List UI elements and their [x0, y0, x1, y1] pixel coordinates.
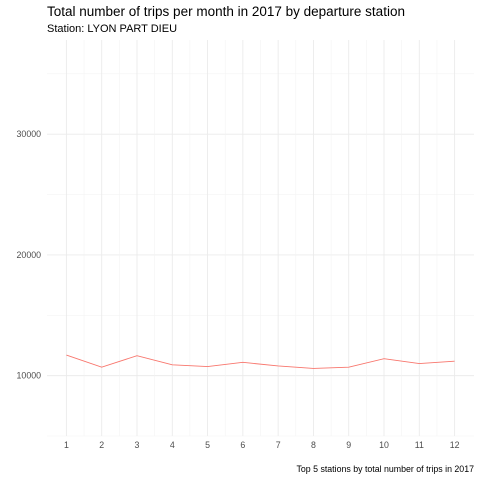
x-tick-label: 2: [99, 440, 104, 450]
y-axis-ticks: 10000 20000 30000: [17, 129, 42, 380]
x-axis-ticks: 1 2 3 4 5 6 7 8 9 10 11 12: [64, 440, 460, 450]
chart-subtitle: Station: LYON PART DIEU: [47, 23, 177, 35]
x-tick-label: 8: [311, 440, 316, 450]
x-tick-label: 10: [379, 440, 389, 450]
chart-caption: Top 5 stations by total number of trips …: [296, 464, 474, 474]
x-tick-label: 5: [205, 440, 210, 450]
y-tick-label: 20000: [17, 250, 42, 260]
series-layer: [66, 354, 455, 369]
x-tick-label: 4: [170, 440, 175, 450]
x-tick-label: 7: [276, 440, 281, 450]
x-tick-label: 12: [450, 440, 460, 450]
y-tick-label: 10000: [17, 371, 42, 381]
x-tick-label: 11: [415, 440, 424, 450]
y-tick-label: 30000: [17, 129, 42, 139]
x-tick-label: 1: [64, 440, 69, 450]
series-line: [66, 354, 455, 369]
chart-title: Total number of trips per month in 2017 …: [47, 4, 405, 19]
grid-layer: [47, 40, 474, 437]
x-tick-label: 3: [135, 440, 140, 450]
x-tick-label: 6: [240, 440, 245, 450]
x-tick-label: 9: [346, 440, 351, 450]
